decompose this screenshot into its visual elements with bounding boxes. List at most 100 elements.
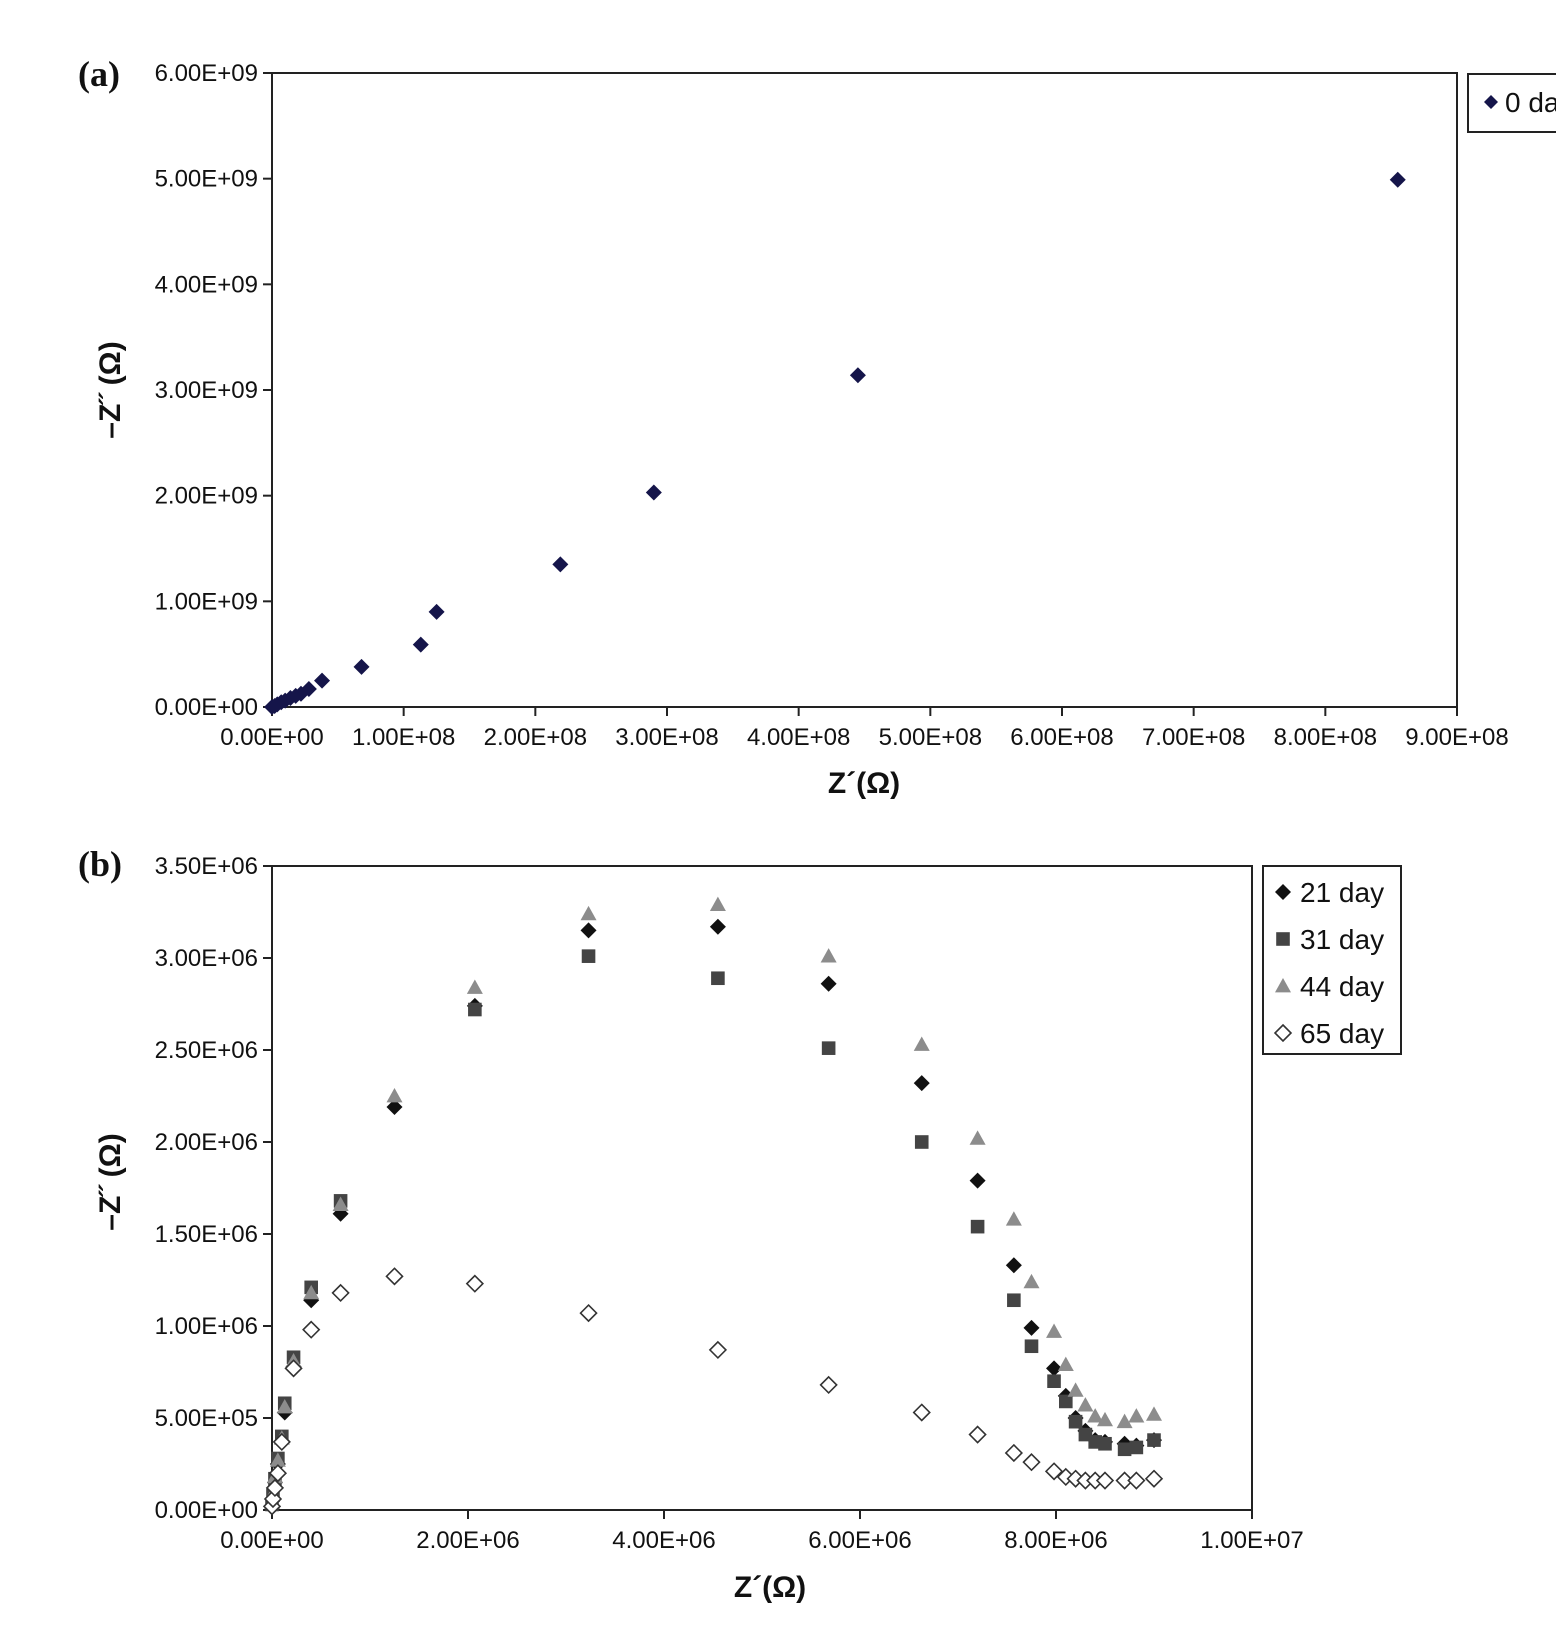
panel-b-point-65-day (1144, 1469, 1164, 1488)
panel-b-point-65-day (265, 1478, 285, 1498)
panel-a-y-tick-label: 1.00E+09 (155, 588, 258, 615)
panel-b-point-44-day (580, 905, 597, 921)
panel-b-point-44-day (1116, 1413, 1133, 1429)
panel-b-point-44-day (276, 1398, 293, 1414)
panel-a-point-0-day (353, 658, 370, 675)
panel-b-point-65-day (1044, 1462, 1064, 1481)
panel-b-point-21-day (913, 1075, 930, 1092)
panel-b-point-44-day (466, 979, 483, 994)
panel-b-point-31-day (1024, 1339, 1039, 1354)
panel-a-point-0-day (645, 484, 662, 501)
panel-a-y-tick-label: 2.00E+09 (155, 483, 258, 510)
panel-a-x-tick-label: 9.00E+08 (1405, 724, 1508, 751)
panel-b-legend-box (1262, 865, 1402, 1055)
panel-b-point-65-day (968, 1425, 987, 1444)
panel-b-point-65-day (912, 1403, 931, 1422)
panel-b-point-31-day (468, 1002, 482, 1017)
panel-b-point-65-day (284, 1359, 303, 1378)
panel-a-y-axis-title: –Z˝ (Ω) (94, 341, 127, 438)
legend-marker-0-day (1484, 95, 1498, 109)
panel-b-point-65-day (465, 1274, 484, 1293)
panel-b-point-65-day (302, 1320, 321, 1339)
panel-a-legend-box (1467, 73, 1556, 133)
panel-b-point-21-day (1046, 1360, 1063, 1377)
legend-label-31-day: 31 day (1300, 924, 1384, 955)
panel-b-point-21-day (386, 1099, 403, 1116)
panel-b-plot-frame (271, 865, 1253, 1511)
panel-b-point-44-day (1097, 1411, 1113, 1427)
panel-b-point-65-day (1022, 1453, 1041, 1472)
panel-b-point-65-day (1095, 1471, 1115, 1490)
panel-b-point-31-day (1117, 1442, 1132, 1457)
panel-a-y-tick-label: 4.00E+09 (155, 271, 258, 298)
panel-b-point-44-day (1005, 1211, 1022, 1226)
panel-a-x-axis: 0.00E+00 1.00E+08 2.00E+08 3.00E+08 4.00E+08… (220, 707, 1509, 751)
panel-b-point-31-day (711, 971, 725, 986)
panel-b-point-31-day (1129, 1440, 1144, 1455)
panel-a-x-axis-title: Z´(Ω) (828, 767, 900, 800)
panel-b-x-tick-label: 2.00E+06 (416, 1527, 519, 1554)
panel-b-point-65-day (385, 1267, 404, 1286)
panel-b-point-44-day (1057, 1356, 1074, 1372)
panel-a-y-tick-label: 3.00E+09 (155, 377, 258, 404)
panel-b-point-31-day (914, 1135, 929, 1149)
panel-b-x-tick-label: 8.00E+06 (1004, 1527, 1107, 1554)
panel-a-point-0-day (300, 681, 317, 698)
panel-b-y-tick-label: 3.50E+06 (155, 853, 258, 880)
panel-b-point-65-day (579, 1303, 598, 1323)
panel-b-y-tick-label: 0.00E+00 (155, 1497, 258, 1524)
panel-a-x-tick-label: 4.00E+08 (747, 724, 850, 751)
panel-b-point-44-day (1023, 1273, 1040, 1289)
panel-b-point-21-day (1023, 1319, 1040, 1336)
panel-a-y-tick-label: 0.00E+00 (155, 694, 258, 721)
panel-b-y-tick-label: 3.00E+06 (155, 945, 258, 972)
panel-b-point-21-day (820, 975, 837, 992)
panel-a-x-tick-label: 3.00E+08 (615, 724, 718, 751)
panel-b-point-21-day (969, 1172, 986, 1189)
panel-a-legend: 0 da (1467, 73, 1556, 133)
panel-a-label: (a) (78, 54, 120, 94)
panel-b-point-65-day (268, 1464, 288, 1483)
panel-b-point-31-day (1068, 1414, 1083, 1429)
panel-a-x-tick-label: 2.00E+08 (484, 724, 587, 751)
legend-label-65-day: 65 day (1300, 1018, 1384, 1049)
panel-b-point-31-day (581, 949, 596, 963)
panel-b-legend: 21 day 31 day 44 day 65 day (1262, 865, 1402, 1055)
panel-b-x-tick-label: 0.00E+00 (220, 1527, 323, 1554)
panel-b-point-44-day (303, 1284, 320, 1300)
panel-a-point-0-day (412, 636, 429, 653)
panel-b-x-axis: 0.00E+00 2.00E+06 4.00E+06 6.00E+06 8.00E+06… (220, 1510, 1304, 1554)
panel-b-x-tick-label: 1.00E+07 (1200, 1527, 1303, 1554)
panel-b-point-65-day (819, 1375, 838, 1395)
panel-a-point-0-day (849, 367, 866, 384)
panel-b-point-44-day (709, 896, 726, 912)
panel-b-point-44-day (269, 1452, 286, 1467)
panel-b-y-tick-label: 5.00E+05 (155, 1405, 258, 1432)
panel-b-x-tick-label: 4.00E+06 (612, 1527, 715, 1554)
panel-b-y-axis: 0.00E+00 5.00E+05 1.00E+06 1.50E+06 2.00E+06… (155, 853, 272, 1524)
panel-a-point-0-day (1389, 171, 1406, 188)
panel-b-y-tick-label: 1.50E+06 (155, 1221, 258, 1248)
panel-a-x-tick-label: 5.00E+08 (879, 724, 982, 751)
panel-b-point-44-day (1087, 1408, 1104, 1423)
panel-b-point-65-day (272, 1432, 291, 1452)
panel-b-y-axis-title: –Z˝ (Ω) (94, 1133, 127, 1230)
panel-a-y-tick-label: 6.00E+09 (155, 60, 258, 87)
panel-b-point-65-day (1004, 1443, 1023, 1463)
panel-b-point-21-day (709, 918, 726, 935)
panel-a-x-tick-label: 6.00E+08 (1010, 724, 1113, 751)
panel-a-y-axis: 0.00E+00 1.00E+09 2.00E+09 3.00E+09 4.00E+09… (155, 60, 272, 721)
panel-b-point-31-day (1059, 1394, 1073, 1409)
panel-b-point-44-day (913, 1036, 930, 1051)
panel-a-point-0-day (428, 603, 445, 620)
panel-b-x-tick-label: 6.00E+06 (808, 1527, 911, 1554)
panel-b-point-21-day (580, 922, 597, 939)
legend-label-0-day: 0 da (1505, 87, 1556, 118)
panel-a-point-0-day (552, 556, 569, 573)
panel-b-point-44-day (820, 948, 837, 963)
panel-b-point-44-day (1128, 1408, 1145, 1423)
panel-b-point-44-day (969, 1130, 986, 1145)
panel-a-x-tick-label: 0.00E+00 (220, 724, 323, 751)
panel-b-point-44-day (1146, 1406, 1162, 1421)
